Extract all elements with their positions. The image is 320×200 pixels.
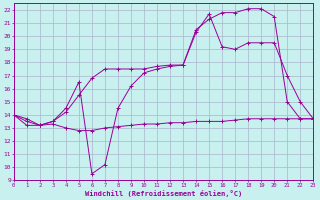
X-axis label: Windchill (Refroidissement éolien,°C): Windchill (Refroidissement éolien,°C): [85, 190, 242, 197]
